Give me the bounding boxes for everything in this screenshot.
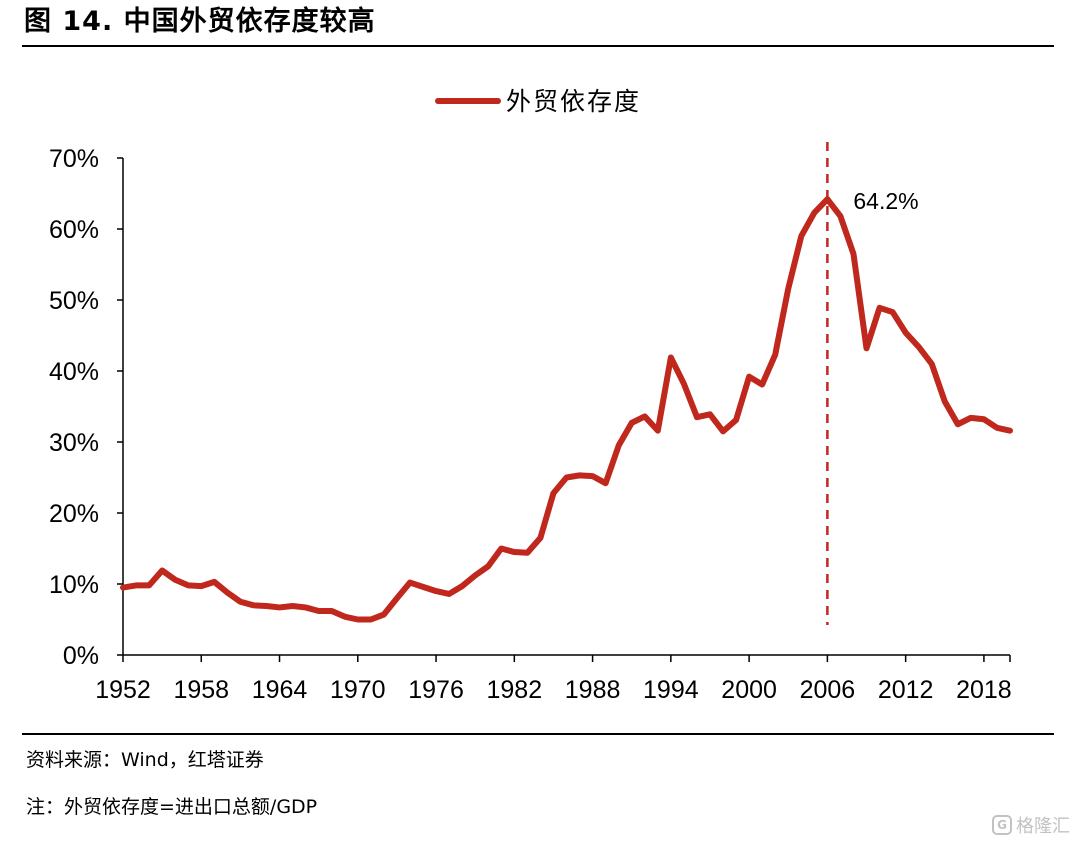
figure-title: 图 14. 中国外贸依存度较高 xyxy=(24,6,376,37)
x-tick-label: 2006 xyxy=(800,676,856,704)
y-tick-label: 20% xyxy=(49,500,99,528)
x-tick-label: 1982 xyxy=(487,676,543,704)
y-tick-label: 10% xyxy=(49,571,99,599)
y-tick-label: 0% xyxy=(63,642,99,670)
watermark-logo-icon: G xyxy=(992,815,1012,835)
footer-divider xyxy=(22,733,1054,735)
line-chart: 0% 10% 20% 30% 40% 50% 60% 70% 1952 1958 1964 1970 1… xyxy=(49,88,1013,704)
watermark-text: 格隆汇 xyxy=(1016,816,1070,837)
x-tick-label: 1952 xyxy=(95,676,151,704)
legend-label: 外贸依存度 xyxy=(506,88,641,116)
x-tick-label: 1970 xyxy=(330,676,386,704)
y-tick-label: 50% xyxy=(49,287,99,315)
x-tick-label: 2000 xyxy=(721,676,777,704)
x-tick-label: 2012 xyxy=(878,676,934,704)
y-tick-label: 40% xyxy=(49,358,99,386)
x-tick-label: 1958 xyxy=(173,676,229,704)
title-divider xyxy=(22,45,1054,47)
series-line-trade-dependence xyxy=(120,196,1013,623)
y-tick-label: 30% xyxy=(49,429,99,457)
x-tick-label: 1994 xyxy=(643,676,699,704)
x-tick-label: 1976 xyxy=(408,676,464,704)
x-tick-label: 1964 xyxy=(252,676,308,704)
x-tick-label: 2018 xyxy=(956,676,1012,704)
y-tick-label: 70% xyxy=(49,145,99,173)
x-tick-label: 1988 xyxy=(565,676,621,704)
watermark: G 格隆汇 xyxy=(992,812,1070,838)
definition-note: 注：外贸依存度=进出口总额/GDP xyxy=(26,796,318,818)
source-note: 资料来源：Wind，红塔证券 xyxy=(26,749,264,771)
y-tick-label: 60% xyxy=(49,216,99,244)
peak-annotation-label: 64.2% xyxy=(853,188,918,214)
